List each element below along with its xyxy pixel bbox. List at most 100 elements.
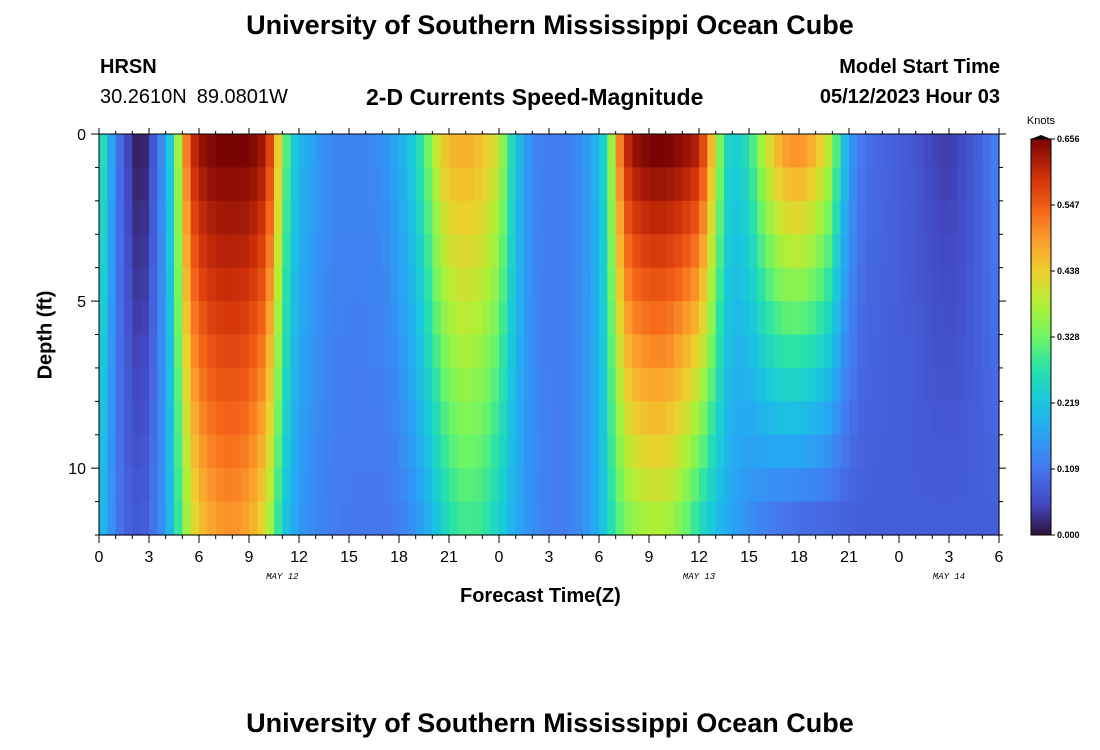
heatmap-cell xyxy=(724,501,733,536)
colorbar-tick-label: 0.109 xyxy=(1057,464,1080,474)
x-axis-label: Forecast Time(Z) xyxy=(460,585,621,607)
heatmap-cell xyxy=(890,267,900,302)
heatmap-cell xyxy=(499,301,508,336)
heatmap-cell xyxy=(224,468,233,503)
heatmap-cell xyxy=(782,200,792,235)
heatmap-cell xyxy=(290,200,300,235)
heatmap-cell xyxy=(482,167,492,202)
heatmap-cell xyxy=(349,301,358,336)
heatmap-cell xyxy=(132,501,142,536)
heatmap-cell xyxy=(757,468,767,503)
heatmap-cell xyxy=(299,267,308,302)
heatmap-cell xyxy=(940,267,950,302)
heatmap-cell xyxy=(749,200,758,235)
heatmap-cell xyxy=(165,367,175,402)
heatmap-cell xyxy=(907,367,917,402)
heatmap-cell xyxy=(290,234,300,269)
heatmap-cell xyxy=(957,434,967,469)
heatmap-cell xyxy=(524,401,533,436)
heatmap-cell xyxy=(357,434,367,469)
heatmap-cell xyxy=(99,367,108,402)
heatmap-cell xyxy=(749,434,758,469)
heatmap-cell xyxy=(432,401,442,436)
heatmap-cell xyxy=(857,234,867,269)
heatmap-cell xyxy=(515,367,525,402)
heatmap-cell xyxy=(440,401,450,436)
heatmap-cell xyxy=(699,267,708,302)
heatmap-cell xyxy=(240,234,250,269)
heatmap-cell xyxy=(365,501,375,536)
station-name: HRSN xyxy=(100,56,157,78)
heatmap-cell xyxy=(132,367,142,402)
heatmap-cell xyxy=(440,334,450,369)
heatmap-cell xyxy=(157,134,167,169)
heatmap-cell xyxy=(407,468,417,503)
heatmap-cell xyxy=(649,401,658,436)
heatmap-cell xyxy=(407,134,417,169)
heatmap-cell xyxy=(824,267,833,302)
heatmap-cell xyxy=(215,167,225,202)
heatmap-cell xyxy=(624,501,633,536)
heatmap-cell xyxy=(749,468,758,503)
heatmap-cell xyxy=(549,301,558,336)
heatmap-cell xyxy=(882,301,892,336)
heatmap-cell xyxy=(657,334,667,369)
heatmap-cell xyxy=(157,267,167,302)
heatmap-cell xyxy=(440,434,450,469)
heatmap-cell xyxy=(924,367,933,402)
heatmap-cell xyxy=(815,301,825,336)
heatmap-cell xyxy=(799,267,808,302)
heatmap-cell xyxy=(857,134,867,169)
heatmap-cell xyxy=(715,234,725,269)
heatmap-cell xyxy=(740,200,750,235)
colorbar-tick-label: 0.656 xyxy=(1057,134,1080,144)
heatmap-cell xyxy=(157,434,167,469)
heatmap-cell xyxy=(140,200,150,235)
heatmap-cell xyxy=(149,401,158,436)
heatmap-cell xyxy=(482,468,492,503)
heatmap-cell xyxy=(740,167,750,202)
heatmap-cell xyxy=(107,434,117,469)
heatmap-cell xyxy=(457,234,467,269)
heatmap-cell xyxy=(890,167,900,202)
heatmap-cell xyxy=(457,200,467,235)
heatmap-cell xyxy=(374,200,383,235)
heatmap-cell xyxy=(440,367,450,402)
heatmap-cell xyxy=(399,167,408,202)
heatmap-cell xyxy=(307,301,317,336)
heatmap-cell xyxy=(699,468,708,503)
heatmap-cell xyxy=(765,200,775,235)
heatmap-cell xyxy=(907,200,917,235)
heatmap-cell xyxy=(990,367,1000,402)
heatmap-cell xyxy=(649,167,658,202)
heatmap-cell xyxy=(707,234,717,269)
date-label: MAY 13 xyxy=(683,572,716,582)
heatmap-cell xyxy=(607,434,617,469)
heatmap-cell xyxy=(224,267,233,302)
colorbar: Knots 0.000 0.109 0.219 0.328 0.438 0.547 0.656 xyxy=(1027,115,1080,540)
heatmap-cell xyxy=(982,367,992,402)
heatmap-cell xyxy=(482,367,492,402)
heatmap-cell xyxy=(699,167,708,202)
heatmap-cell xyxy=(449,334,458,369)
heatmap-cell xyxy=(607,234,617,269)
heatmap-cell xyxy=(890,434,900,469)
heatmap-cell xyxy=(599,301,608,336)
heatmap-cell xyxy=(332,167,342,202)
heatmap-cell xyxy=(807,434,817,469)
heatmap-cell xyxy=(949,434,958,469)
heatmap-cell xyxy=(132,200,142,235)
heatmap-cell xyxy=(274,301,283,336)
heatmap-cell xyxy=(857,267,867,302)
heatmap-cell xyxy=(882,401,892,436)
heatmap-cell xyxy=(424,367,433,402)
chart-subtitle: 2-D Currents Speed-Magnitude xyxy=(366,84,704,110)
heatmap-cell xyxy=(140,401,150,436)
heatmap-cell xyxy=(265,334,275,369)
heatmap-cell xyxy=(265,501,275,536)
heatmap-cell xyxy=(590,301,600,336)
heatmap-cell xyxy=(582,468,592,503)
heatmap-cell xyxy=(832,401,842,436)
heatmap-cell xyxy=(740,267,750,302)
heatmap-cell xyxy=(440,301,450,336)
